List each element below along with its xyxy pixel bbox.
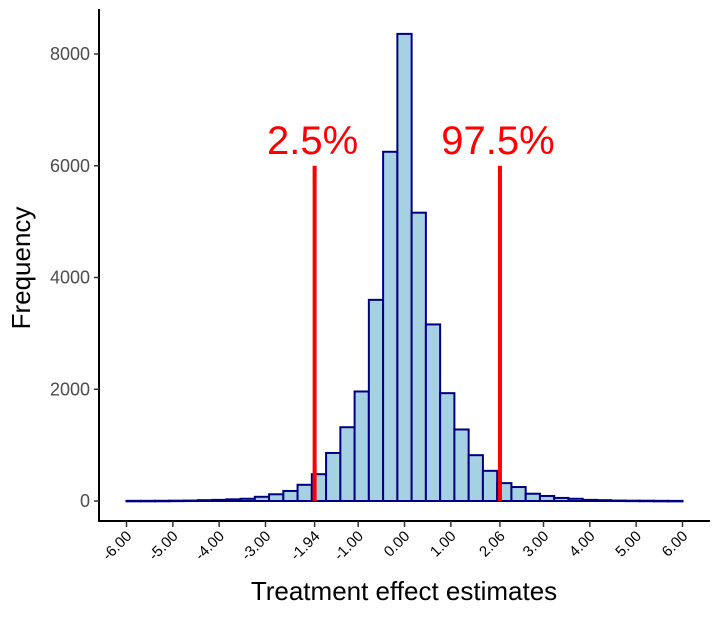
histogram-bar — [453, 428, 470, 503]
histogram-bar — [524, 492, 541, 502]
histogram-bar — [125, 499, 142, 503]
histogram-bar — [567, 497, 584, 503]
histogram-bar — [667, 499, 684, 503]
histogram-bar — [581, 498, 598, 503]
histogram-bar — [196, 499, 214, 502]
y-ticks-group: 0 2000 4000 6000 8000 — [50, 44, 99, 511]
x-tick-label: -5.00 — [145, 528, 181, 564]
histogram-bar — [424, 323, 442, 502]
y-tick-label: 4000 — [50, 268, 90, 288]
x-tick-label: -3.00 — [238, 528, 274, 564]
x-tick-label: 6.00 — [659, 528, 692, 561]
histogram-bar — [168, 499, 185, 503]
histogram-bar — [339, 426, 356, 502]
y-axis-title: Frequency — [6, 207, 36, 330]
x-tick-label: -6.00 — [99, 528, 135, 564]
percentile-label: 97.5% — [441, 119, 554, 163]
x-tick-label: 3.00 — [520, 528, 553, 561]
histogram-bar — [510, 486, 527, 502]
y-tick-label: 8000 — [50, 44, 90, 64]
histogram-bar — [439, 392, 456, 503]
histogram-bar — [481, 469, 499, 503]
histogram-bar — [595, 499, 613, 502]
x-tick-label: -1.94 — [287, 528, 323, 564]
x-tick-label: 5.00 — [612, 528, 645, 561]
histogram-bar — [154, 499, 171, 503]
histogram-bar — [652, 499, 670, 503]
annotations-group: 2.5% 97.5% — [267, 119, 555, 501]
histogram-bar — [268, 493, 285, 503]
y-tick-label: 2000 — [50, 379, 90, 399]
histogram-bar — [239, 497, 256, 503]
x-tick-label: 2.06 — [476, 528, 509, 561]
y-tick-label: 6000 — [50, 156, 90, 176]
histogram-bar — [296, 483, 313, 503]
histogram-bar — [538, 494, 556, 503]
histogram-bar — [182, 499, 199, 503]
histogram-bar — [382, 150, 399, 502]
histogram-bar — [467, 454, 484, 502]
histogram-bar — [282, 489, 299, 503]
histogram-bar — [225, 498, 242, 503]
x-tick-label: -1.00 — [331, 528, 367, 564]
x-tick-label: 4.00 — [566, 528, 599, 561]
histogram-bar — [396, 32, 413, 502]
x-tick-label: -4.00 — [192, 528, 228, 564]
histogram-bar — [367, 298, 385, 502]
histogram-bar — [410, 211, 427, 502]
x-ticks-group: -6.00 -5.00 -4.00 -3.00 -1.94 -1.00 0.00 1.00 2.… — [99, 521, 691, 564]
histogram-bar — [325, 451, 342, 503]
histogram-bar — [211, 498, 228, 503]
histogram-bar — [253, 495, 271, 503]
histogram-bar — [638, 499, 655, 503]
histogram-bar — [353, 390, 370, 502]
bars-group — [125, 32, 684, 503]
histogram-bar — [553, 496, 570, 503]
percentile-label: 2.5% — [267, 119, 358, 163]
histogram-bar — [139, 499, 157, 503]
x-tick-label: 0.00 — [381, 528, 414, 561]
histogram-bar — [610, 499, 627, 503]
histogram-bar — [624, 499, 641, 503]
x-axis-title: Treatment effect estimates — [251, 576, 557, 606]
y-tick-label: 0 — [80, 491, 90, 511]
x-tick-label: 1.00 — [427, 528, 460, 561]
